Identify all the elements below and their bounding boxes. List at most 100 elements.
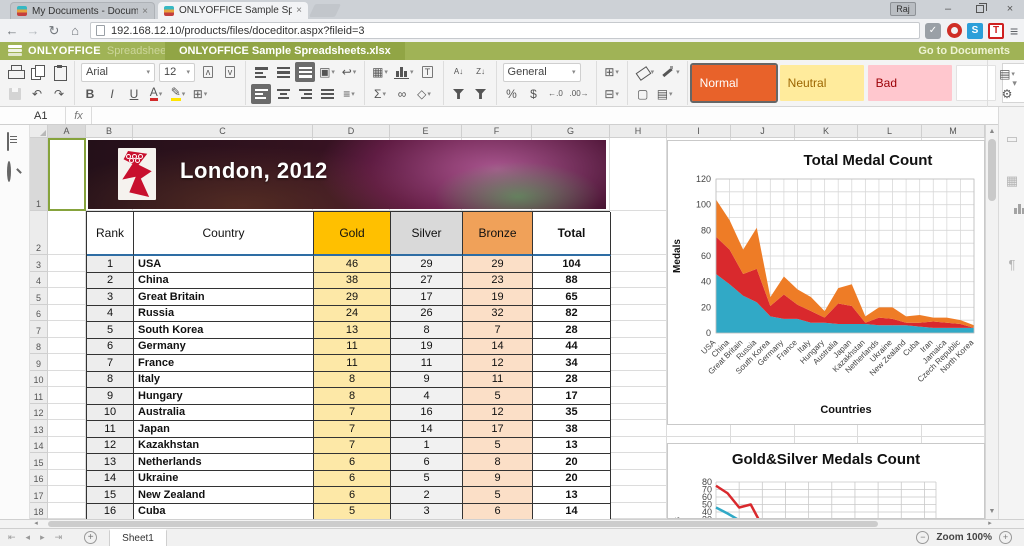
cell-silver[interactable]: 3 — [391, 503, 463, 519]
cell-silver[interactable]: 2 — [391, 487, 463, 504]
clear-filter-button[interactable] — [471, 84, 491, 104]
view-settings-button[interactable]: ▤ ▾ — [997, 64, 1017, 84]
row-header-12[interactable]: 12 — [30, 403, 48, 420]
forward-icon[interactable]: → — [26, 23, 40, 38]
table-header-total[interactable]: Total — [533, 212, 611, 256]
new-tab-button[interactable] — [308, 4, 342, 17]
cell-silver[interactable]: 14 — [391, 421, 463, 438]
cell-country[interactable]: Cuba — [134, 503, 314, 519]
print-button[interactable] — [5, 62, 25, 82]
cell-style-normal[interactable]: Normal — [689, 63, 778, 103]
image-settings-icon[interactable]: ▦ — [1005, 173, 1019, 188]
prev-sheet-icon[interactable]: ◂ — [25, 532, 31, 542]
highlight-color-button[interactable]: ✎ ▾ — [168, 84, 188, 104]
chart-settings-icon[interactable] — [1004, 215, 1020, 231]
row-header-10[interactable]: 10 — [30, 370, 48, 387]
cell-rank[interactable]: 5 — [87, 322, 134, 339]
wrap-text-button[interactable]: ↩ ▾ — [339, 62, 359, 82]
cell-rank[interactable]: 15 — [87, 487, 134, 504]
cell-gold[interactable]: 6 — [314, 470, 391, 487]
cell-rank[interactable]: 2 — [87, 272, 134, 289]
cells-area[interactable]: London, 2012 0 20 40 60 80 100 120 USA China Grea… — [48, 138, 985, 519]
cell-gold[interactable]: 7 — [314, 404, 391, 421]
add-sheet-button[interactable]: + — [84, 531, 98, 544]
cell-total[interactable]: 14 — [533, 503, 611, 519]
cell-silver[interactable]: 17 — [391, 289, 463, 306]
horizontal-scrollbar[interactable]: ◂ ▸ — [0, 519, 1024, 528]
align-justify-button[interactable] — [317, 84, 337, 104]
last-sheet-icon[interactable]: ⇥ — [54, 532, 63, 542]
sort-descending-button[interactable]: Z↓ — [471, 62, 491, 82]
row-header-5[interactable]: 5 — [30, 288, 48, 305]
cell-bronze[interactable]: 19 — [463, 289, 533, 306]
address-bar[interactable]: 192.168.12.10/products/files/doceditor.a… — [90, 22, 920, 39]
cell-country[interactable]: New Zealand — [134, 487, 314, 504]
row-header-3[interactable]: 3 — [30, 255, 48, 272]
cell-gold[interactable]: 38 — [314, 272, 391, 289]
insert-image-button[interactable]: ▦ ▾ — [370, 62, 390, 82]
cell-total[interactable]: 38 — [533, 421, 611, 438]
cell-total[interactable]: 34 — [533, 355, 611, 372]
column-header-C[interactable]: C — [133, 125, 313, 138]
undo-button[interactable]: ↶ — [27, 84, 47, 104]
cell-rank[interactable]: 8 — [87, 371, 134, 388]
delete-cells-button[interactable]: ⊟ ▾ — [602, 84, 622, 104]
cell-country[interactable]: Italy — [134, 371, 314, 388]
font-size-select[interactable]: 12 ▾ — [159, 62, 195, 82]
cell-bronze[interactable]: 5 — [463, 487, 533, 504]
percent-style-button[interactable]: % — [502, 84, 522, 104]
sheet-tab-sheet1[interactable]: Sheet1 — [109, 529, 167, 546]
cell-total[interactable]: 20 — [533, 470, 611, 487]
copy-style-button[interactable]: ▾ — [658, 62, 682, 82]
scroll-up-icon[interactable]: ▲ — [988, 128, 996, 135]
profile-badge[interactable]: Raj — [890, 2, 916, 16]
restore-window-button[interactable] — [966, 1, 994, 17]
next-sheet-icon[interactable]: ▸ — [40, 532, 45, 542]
cell-total[interactable]: 88 — [533, 272, 611, 289]
url-text[interactable]: 192.168.12.10/products/files/doceditor.a… — [111, 24, 365, 37]
row-header-18[interactable]: 18 — [30, 502, 48, 519]
cell-bronze[interactable]: 7 — [463, 322, 533, 339]
cell-country[interactable]: Germany — [134, 338, 314, 355]
select-all-corner[interactable] — [30, 125, 48, 138]
table-header-bronze[interactable]: Bronze — [463, 212, 533, 256]
scroll-right-icon[interactable]: ▸ — [988, 520, 992, 527]
cell-country[interactable]: Kazakhstan — [134, 437, 314, 454]
cell-rank[interactable]: 6 — [87, 338, 134, 355]
merge-cells-button[interactable]: ▣ ▾ — [317, 62, 337, 82]
save-button[interactable] — [5, 84, 25, 104]
copy-button[interactable] — [27, 62, 47, 82]
sort-ascending-button[interactable]: A↓ — [449, 62, 469, 82]
cell-bronze[interactable]: 12 — [463, 404, 533, 421]
column-header-I[interactable]: I — [667, 125, 731, 138]
cell-gold[interactable]: 11 — [314, 355, 391, 372]
cell-reference-box[interactable]: A1 — [0, 107, 66, 124]
cell-bronze[interactable]: 14 — [463, 338, 533, 355]
scroll-left-icon[interactable]: ◂ — [34, 520, 38, 527]
insert-function-button[interactable]: fx — [66, 107, 92, 124]
reload-icon[interactable]: ↻ — [48, 22, 60, 38]
document-tab[interactable]: ONLYOFFICE Sample Spreadsheets.xlsx — [165, 42, 405, 60]
column-header-D[interactable]: D — [313, 125, 390, 138]
cell-style-neutral[interactable]: Neutral — [779, 65, 864, 101]
insert-textbox-button[interactable]: T — [418, 62, 438, 82]
cell-silver[interactable]: 8 — [391, 322, 463, 339]
insert-cells-button[interactable]: ⊞ ▾ — [602, 62, 622, 82]
column-header-E[interactable]: E — [390, 125, 462, 138]
align-middle-button[interactable] — [273, 62, 293, 82]
go-to-documents-link[interactable]: Go to Documents — [918, 45, 1010, 57]
vertical-scroll-thumb[interactable] — [988, 139, 996, 201]
cell-silver[interactable]: 26 — [391, 305, 463, 322]
paste-button[interactable] — [49, 62, 69, 82]
redo-button[interactable]: ↷ — [49, 84, 69, 104]
zoom-in-button[interactable]: + — [999, 531, 1012, 544]
formula-input[interactable] — [92, 107, 1002, 124]
column-header-L[interactable]: L — [858, 125, 922, 138]
currency-style-button[interactable]: $ — [524, 84, 544, 104]
s-extension-icon[interactable]: S — [967, 22, 983, 39]
cell-silver[interactable]: 1 — [391, 437, 463, 454]
cell-settings-button[interactable] — [7, 132, 23, 151]
cell-country[interactable]: USA — [134, 256, 314, 273]
increase-decimal-button[interactable]: .00→ — [568, 84, 591, 104]
font-name-select[interactable]: Arial ▾ — [81, 62, 155, 82]
